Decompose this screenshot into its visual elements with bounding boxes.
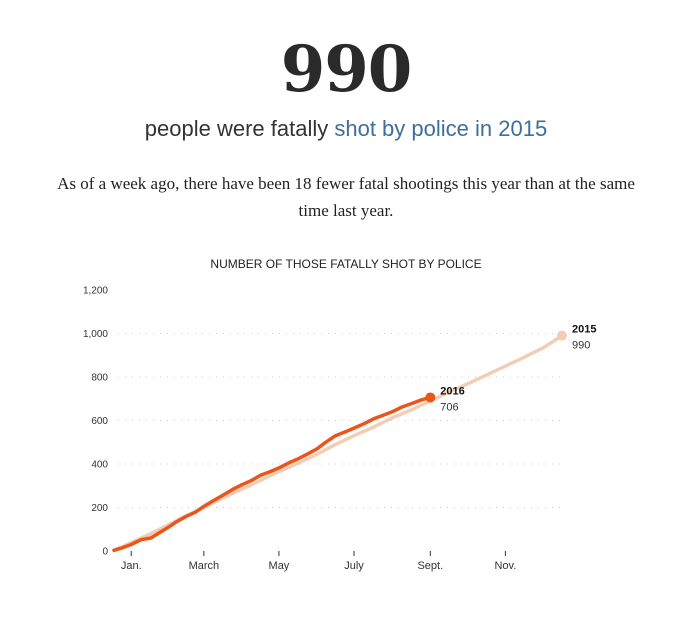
- series-endpoint-2016: [425, 392, 436, 403]
- headline-number: 990: [280, 32, 413, 107]
- series-value-label: 990: [572, 340, 590, 352]
- series-value-label: 706: [440, 401, 458, 413]
- series-end-labels: 2015 990 2016 706: [440, 324, 596, 414]
- x-tick-label: March: [189, 560, 220, 572]
- series-line-2016: [112, 395, 433, 553]
- y-tick-label: 800: [91, 373, 108, 384]
- series-layer: [112, 330, 567, 553]
- x-tick-label: Nov.: [494, 560, 516, 572]
- y-tick-label: 1,000: [83, 329, 108, 340]
- y-tick-label: 200: [91, 503, 108, 514]
- x-tick-label: July: [344, 560, 364, 572]
- x-tick-label: May: [269, 560, 290, 572]
- x-tick-label: Jan.: [121, 560, 142, 572]
- y-tick-label: 0: [102, 547, 108, 558]
- headline-subtitle: people were fatally shot by police in 20…: [0, 114, 692, 144]
- y-tick-label: 400: [91, 460, 108, 471]
- y-axis-labels: 0 200 400 600 800 1,000 1,200: [83, 286, 108, 558]
- chart-title: NUMBER OF THOSE FATALLY SHOT BY POLICE: [210, 257, 482, 271]
- series-endpoint-2015: [557, 330, 567, 341]
- headline-prefix: people were fatally: [144, 116, 335, 141]
- x-axis-labels: Jan. March May July Sept. Nov.: [121, 551, 516, 572]
- grid-layer: [118, 333, 560, 508]
- series-name-label: 2015: [572, 324, 596, 336]
- x-tick-label: Sept.: [417, 560, 443, 572]
- headline-link[interactable]: shot by police in 2015: [334, 116, 548, 141]
- summary-text: As of a week ago, there have been 18 few…: [57, 174, 635, 220]
- series-name-label: 2016: [440, 385, 464, 397]
- y-tick-label: 1,200: [83, 286, 108, 297]
- y-tick-label: 600: [91, 416, 108, 427]
